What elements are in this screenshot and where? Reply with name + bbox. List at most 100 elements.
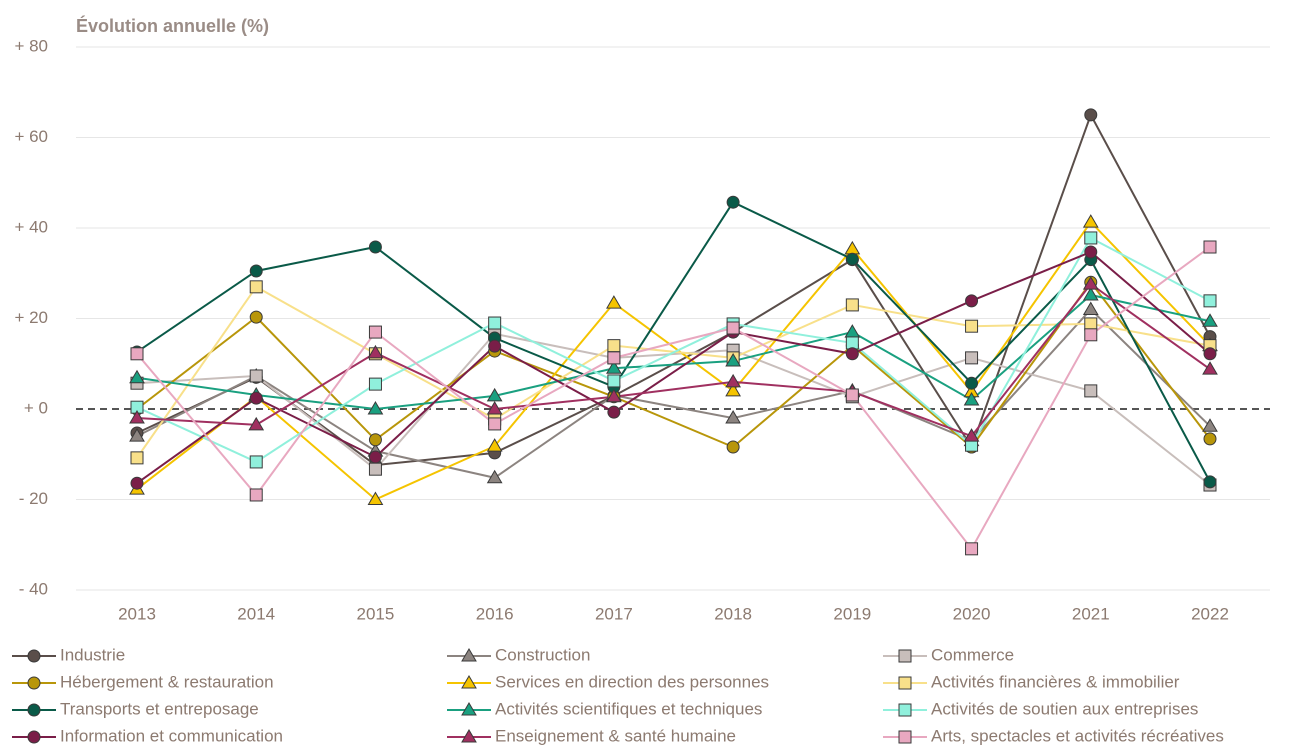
chart-title: Évolution annuelle (%) bbox=[76, 15, 269, 36]
marker bbox=[1084, 328, 1098, 342]
marker bbox=[367, 344, 384, 359]
marker bbox=[1203, 240, 1217, 254]
marker bbox=[725, 353, 741, 367]
marker bbox=[249, 455, 263, 469]
x-tick-label: 2015 bbox=[357, 604, 395, 623]
legend-label: Activités scientifiques et techniques bbox=[495, 699, 762, 718]
marker bbox=[129, 428, 145, 442]
x-tick-label: 2014 bbox=[237, 604, 275, 623]
marker bbox=[249, 391, 263, 405]
marker bbox=[249, 310, 263, 324]
series-line bbox=[136, 280, 1211, 449]
x-tick-label: 2018 bbox=[714, 604, 752, 623]
legend-marker bbox=[27, 703, 41, 717]
marker bbox=[486, 438, 503, 452]
marker bbox=[130, 476, 144, 490]
legend-marker bbox=[461, 729, 477, 743]
marker bbox=[486, 401, 503, 415]
marker bbox=[844, 240, 861, 255]
series-line bbox=[136, 220, 1211, 501]
marker bbox=[845, 388, 859, 402]
marker bbox=[1203, 294, 1217, 308]
marker bbox=[725, 382, 741, 397]
y-tick-label: - 40 bbox=[19, 579, 48, 598]
marker bbox=[845, 347, 859, 361]
marker bbox=[368, 450, 382, 464]
marker bbox=[129, 410, 145, 424]
marker bbox=[607, 374, 621, 388]
marker bbox=[368, 462, 382, 476]
marker bbox=[725, 373, 741, 388]
marker bbox=[1084, 317, 1098, 331]
marker bbox=[607, 405, 621, 419]
legend-marker bbox=[27, 730, 41, 744]
marker bbox=[965, 542, 979, 556]
marker bbox=[725, 410, 741, 424]
legend-label: Activités de soutien aux entreprises bbox=[931, 699, 1198, 718]
marker bbox=[1084, 231, 1098, 245]
marker bbox=[367, 401, 384, 415]
series-line bbox=[136, 112, 1211, 467]
marker bbox=[368, 433, 382, 447]
marker bbox=[1082, 214, 1099, 228]
marker bbox=[607, 351, 621, 365]
marker bbox=[726, 195, 740, 209]
legend-marker bbox=[898, 676, 912, 690]
x-tick-label: 2016 bbox=[476, 604, 514, 623]
series-line bbox=[136, 250, 1211, 485]
y-tick-label: + 40 bbox=[14, 217, 48, 236]
series-line bbox=[136, 282, 1211, 438]
marker bbox=[845, 252, 859, 266]
marker bbox=[963, 428, 980, 442]
x-tick-label: 2013 bbox=[118, 604, 156, 623]
legend-label: Arts, spectacles et activités récréative… bbox=[931, 726, 1224, 745]
marker bbox=[486, 469, 503, 484]
marker bbox=[129, 369, 145, 384]
marker bbox=[130, 347, 144, 361]
series-line bbox=[136, 236, 1211, 464]
marker bbox=[965, 351, 979, 365]
marker bbox=[726, 321, 740, 335]
legend-label: Information et communication bbox=[60, 726, 283, 745]
series-line bbox=[136, 200, 1211, 483]
marker bbox=[726, 440, 740, 454]
legend-marker bbox=[27, 676, 41, 690]
marker bbox=[1082, 276, 1099, 290]
marker bbox=[606, 360, 622, 374]
marker bbox=[965, 319, 979, 333]
series-line bbox=[136, 293, 1211, 411]
marker bbox=[845, 336, 859, 350]
legend-marker bbox=[27, 649, 41, 663]
x-tick-label: 2017 bbox=[595, 604, 633, 623]
x-tick-label: 2019 bbox=[833, 604, 871, 623]
marker bbox=[486, 387, 503, 402]
legend-marker bbox=[898, 649, 912, 663]
x-tick-label: 2020 bbox=[953, 604, 991, 623]
legend-label: Construction bbox=[495, 645, 590, 664]
y-tick-label: + 0 bbox=[24, 398, 48, 417]
legend-label: Activités financières & immobilier bbox=[931, 672, 1180, 691]
marker bbox=[249, 280, 263, 294]
marker bbox=[1202, 418, 1218, 432]
marker bbox=[606, 295, 622, 309]
marker bbox=[368, 240, 382, 254]
marker bbox=[368, 325, 382, 339]
marker bbox=[249, 264, 263, 278]
marker bbox=[130, 451, 144, 465]
marker bbox=[1084, 108, 1098, 122]
series-line bbox=[136, 308, 1211, 479]
marker bbox=[965, 294, 979, 308]
legend-label: Transports et entreposage bbox=[60, 699, 259, 718]
y-tick-label: + 80 bbox=[14, 36, 48, 55]
marker bbox=[1082, 301, 1099, 315]
marker bbox=[367, 491, 384, 505]
x-tick-label: 2021 bbox=[1072, 604, 1110, 623]
x-tick-label: 2022 bbox=[1191, 604, 1229, 623]
marker bbox=[965, 376, 979, 390]
marker bbox=[488, 417, 502, 431]
series-line bbox=[136, 246, 1211, 551]
marker bbox=[1203, 475, 1217, 489]
legend-label: Services en direction des personnes bbox=[495, 672, 769, 691]
legend-marker bbox=[898, 703, 912, 717]
